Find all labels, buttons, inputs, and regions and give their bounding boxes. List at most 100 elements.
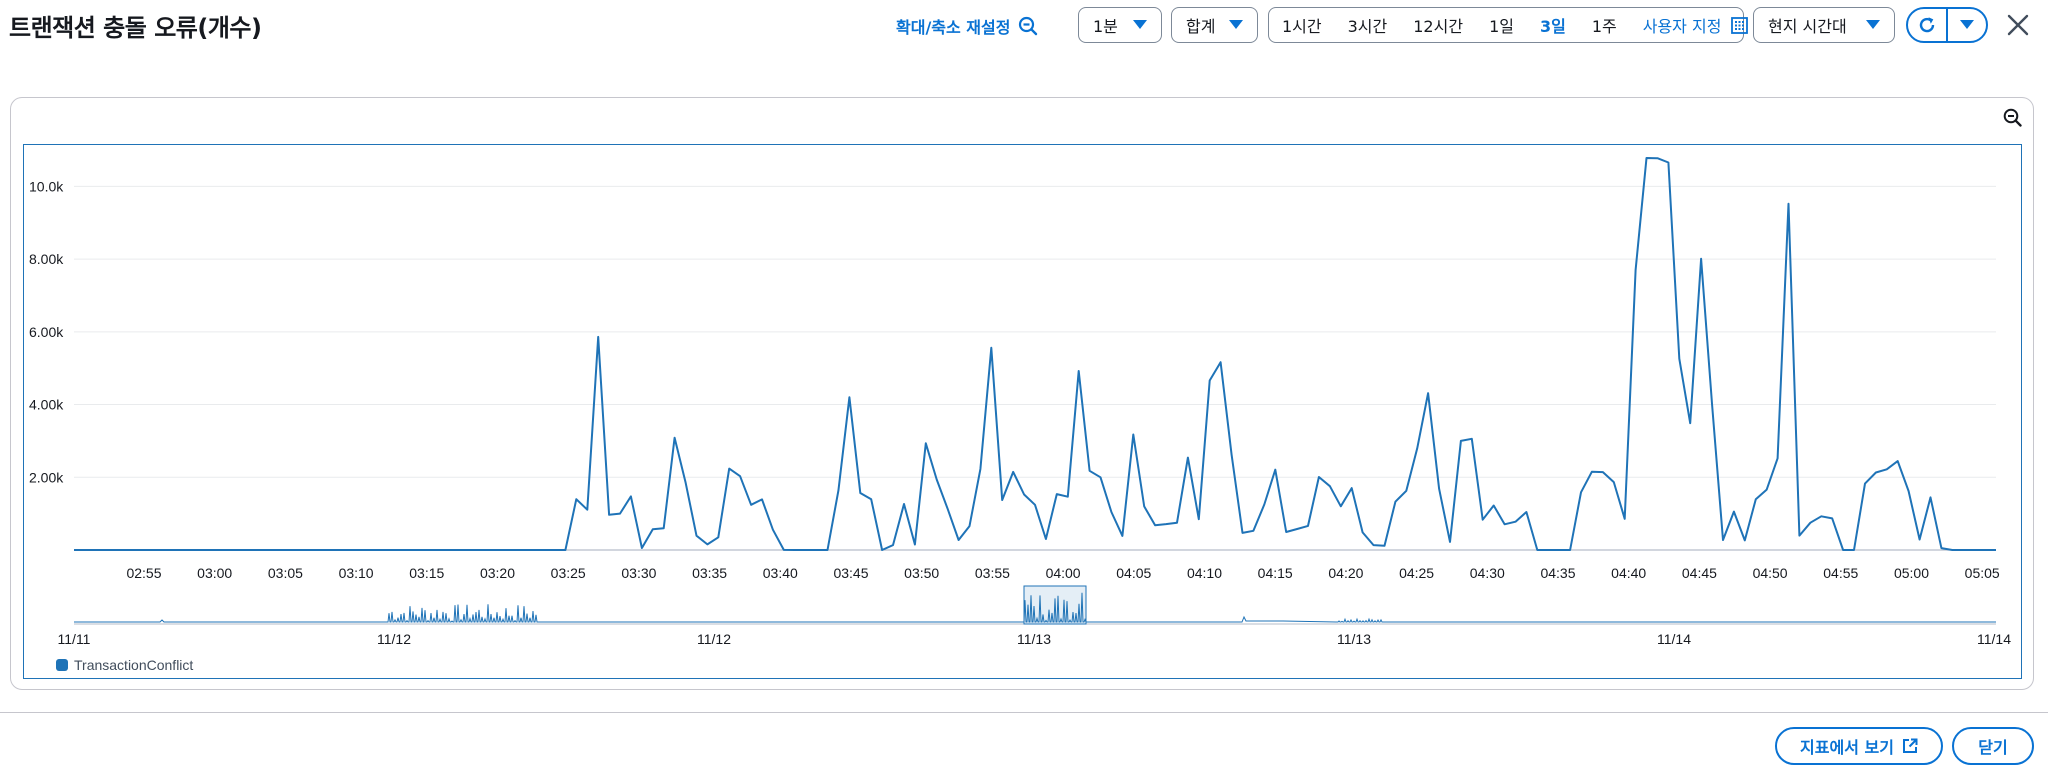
period-select-value: 1분: [1093, 17, 1118, 36]
x-tick-label: 04:55: [1823, 565, 1858, 581]
range-3d[interactable]: 3일: [1539, 17, 1566, 36]
chart-legend[interactable]: TransactionConflict: [56, 657, 193, 673]
range-1d[interactable]: 1일: [1489, 17, 1514, 36]
data-point: [1962, 549, 1964, 551]
range-3h[interactable]: 3시간: [1347, 17, 1388, 36]
data-point: [979, 468, 981, 470]
data-point: [95, 549, 97, 551]
x-tick-label: 03:10: [339, 565, 374, 581]
data-point: [1176, 522, 1178, 524]
data-point: [619, 512, 621, 514]
data-point: [1525, 511, 1527, 513]
data-point: [597, 336, 599, 338]
data-point: [1449, 541, 1451, 543]
data-point: [1634, 269, 1636, 271]
custom-range-label: 사용자 지정: [1642, 17, 1722, 36]
navigator-date-label: 11/14: [1977, 631, 2011, 647]
view-in-metrics-button[interactable]: 지표에서 보기: [1775, 727, 1943, 765]
data-point: [488, 549, 490, 551]
data-point: [346, 549, 348, 551]
data-point: [1427, 392, 1429, 394]
statistic-select[interactable]: 합계: [1171, 7, 1258, 43]
y-tick-label: 4.00k: [29, 397, 64, 413]
period-select[interactable]: 1분: [1078, 7, 1162, 43]
data-point: [630, 495, 632, 497]
data-point: [379, 549, 381, 551]
x-tick-label: 04:05: [1116, 565, 1151, 581]
data-point: [226, 549, 228, 551]
data-point: [1951, 549, 1953, 551]
data-point: [1241, 532, 1243, 534]
data-point: [1558, 549, 1560, 551]
range-1h[interactable]: 1시간: [1282, 17, 1322, 36]
legend-label: TransactionConflict: [74, 657, 194, 673]
timezone-select[interactable]: 현지 시간대: [1753, 7, 1895, 43]
x-tick-label: 04:10: [1187, 565, 1222, 581]
data-point: [1733, 510, 1735, 512]
x-tick-label: 03:05: [268, 565, 303, 581]
navigator-selection: [1023, 585, 1087, 625]
data-point: [870, 498, 872, 500]
navigator-date-label: 11/12: [377, 631, 411, 647]
refresh-options-button[interactable]: [1948, 9, 1986, 41]
data-point: [815, 549, 817, 551]
refresh-button[interactable]: [1908, 9, 1946, 41]
data-point: [1853, 549, 1855, 551]
data-point: [313, 549, 315, 551]
data-point: [1722, 539, 1724, 541]
close-icon[interactable]: [2004, 11, 2032, 39]
y-tick-label: 10.0k: [29, 178, 64, 194]
data-point: [127, 549, 129, 551]
data-point: [1045, 538, 1047, 540]
caret-down-icon: [1960, 20, 1974, 29]
data-point: [117, 549, 119, 551]
data-point: [1121, 535, 1123, 537]
statistic-select-value: 합계: [1186, 17, 1216, 36]
data-point: [553, 549, 555, 551]
data-point: [433, 549, 435, 551]
data-point: [215, 549, 217, 551]
custom-range-button[interactable]: 사용자 지정: [1630, 13, 1757, 37]
data-point: [1940, 547, 1942, 549]
data-point: [1886, 468, 1888, 470]
data-point: [1700, 258, 1702, 260]
data-point: [302, 549, 304, 551]
data-point: [936, 478, 938, 480]
data-point: [1361, 531, 1363, 533]
reset-zoom-label: 확대/축소 재설정: [896, 18, 1011, 37]
data-point: [1219, 361, 1221, 363]
data-point: [84, 549, 86, 551]
x-tick-label: 04:30: [1470, 565, 1505, 581]
close-button[interactable]: 닫기: [1952, 727, 2034, 765]
zoom-out-icon[interactable]: [2003, 108, 2022, 127]
data-point: [1230, 454, 1232, 456]
data-point: [925, 442, 927, 444]
data-point: [706, 543, 708, 545]
data-point: [1438, 488, 1440, 490]
range-12h[interactable]: 12시간: [1413, 17, 1464, 36]
x-tick-label: 03:15: [409, 565, 444, 581]
data-point: [466, 549, 468, 551]
external-link-icon: [1902, 738, 1918, 753]
data-point: [1656, 157, 1658, 159]
chart-frame: [23, 144, 2022, 679]
data-point: [641, 547, 643, 549]
navigator-date-label: 11/12: [697, 631, 731, 647]
data-point: [532, 549, 534, 551]
range-1w[interactable]: 1주: [1591, 17, 1617, 36]
data-point: [1416, 447, 1418, 449]
data-point: [1689, 422, 1691, 424]
data-point: [1132, 433, 1134, 435]
x-tick-label: 04:40: [1611, 565, 1646, 581]
reset-zoom-button[interactable]: 확대/축소 재설정: [896, 12, 1038, 40]
data-point: [1405, 490, 1407, 492]
data-point: [1842, 549, 1844, 551]
data-point: [695, 535, 697, 537]
data-point: [1613, 481, 1615, 483]
data-point: [1678, 358, 1680, 360]
data-point: [1569, 549, 1571, 551]
navigator-date-label: 11/13: [1017, 631, 1051, 647]
data-point: [673, 437, 675, 439]
data-point: [149, 549, 151, 551]
